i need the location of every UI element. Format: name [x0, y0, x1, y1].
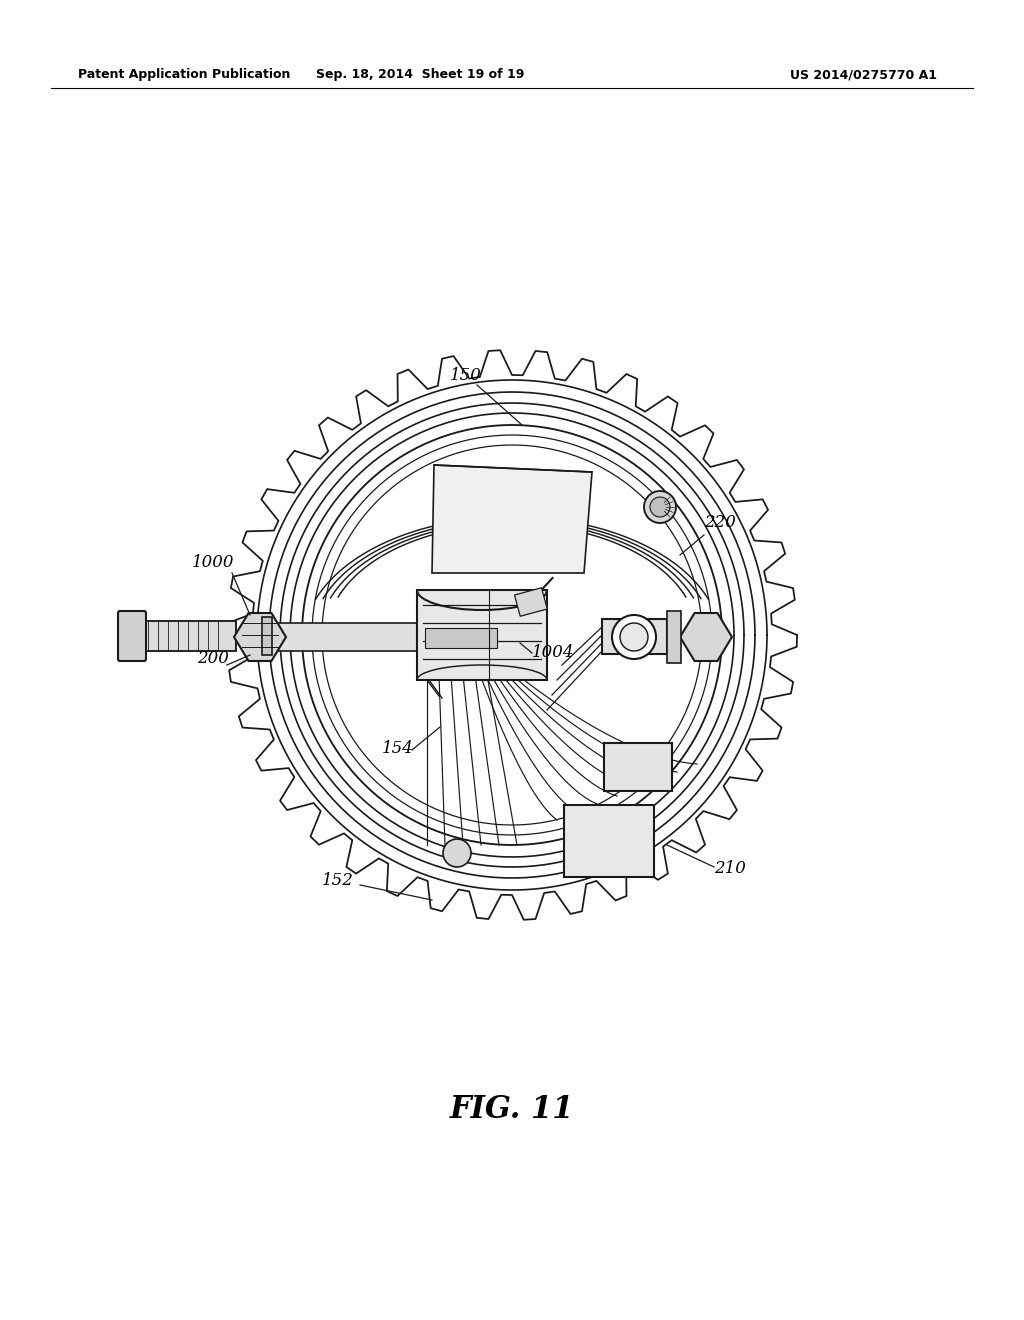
Bar	[564, 805, 654, 876]
Circle shape	[650, 498, 670, 517]
Bar	[425, 628, 497, 648]
Polygon shape	[234, 612, 286, 661]
Polygon shape	[680, 612, 732, 661]
Bar	[417, 590, 547, 680]
Circle shape	[644, 491, 676, 523]
FancyBboxPatch shape	[118, 611, 146, 661]
Text: 150: 150	[450, 367, 482, 384]
Text: Sep. 18, 2014  Sheet 19 of 19: Sep. 18, 2014 Sheet 19 of 19	[315, 69, 524, 81]
Bar	[602, 619, 667, 653]
Bar	[667, 611, 681, 663]
Text: 1004: 1004	[532, 644, 574, 661]
Circle shape	[620, 623, 648, 651]
Polygon shape	[432, 465, 592, 573]
Bar	[264, 623, 419, 651]
Text: 1000: 1000	[193, 554, 234, 572]
Circle shape	[443, 840, 471, 867]
Bar	[142, 620, 236, 651]
Text: FIG. 11: FIG. 11	[450, 1094, 574, 1126]
Text: Patent Application Publication: Patent Application Publication	[78, 69, 291, 81]
Text: 154: 154	[382, 741, 414, 756]
Bar	[514, 587, 547, 616]
Bar	[604, 743, 672, 791]
Text: US 2014/0275770 A1: US 2014/0275770 A1	[790, 69, 937, 81]
Text: 210: 210	[714, 861, 745, 876]
Text: 220: 220	[705, 513, 736, 531]
Bar	[262, 616, 272, 655]
Text: 200: 200	[197, 649, 229, 667]
Circle shape	[612, 615, 656, 659]
Text: 152: 152	[322, 873, 354, 888]
